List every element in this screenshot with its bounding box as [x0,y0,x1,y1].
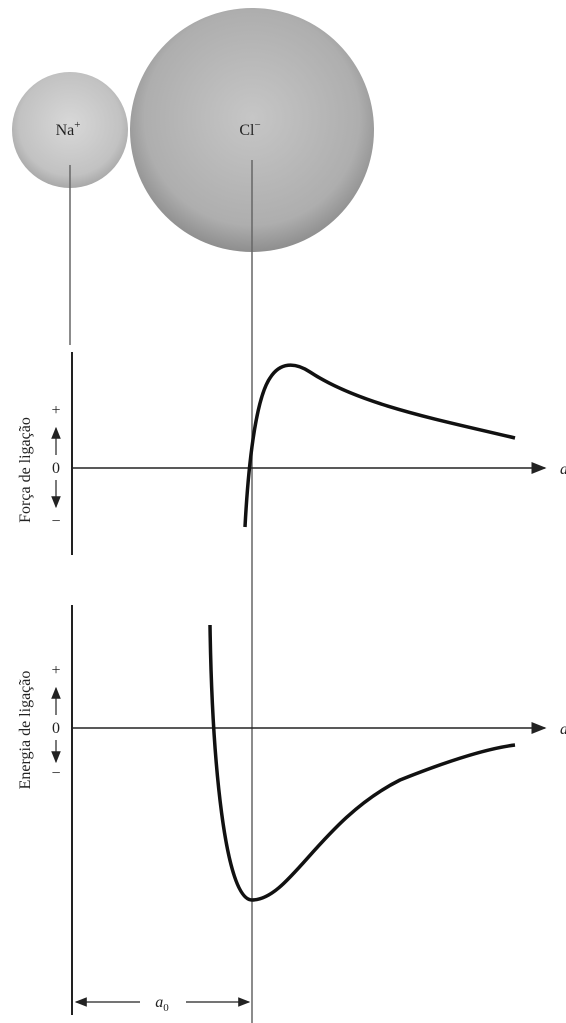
energy-plus: + [51,662,60,679]
energy-curve [210,625,515,900]
force-zero: 0 [52,460,60,477]
force-y-label: Força de ligação [17,417,34,523]
energy-minus: − [51,765,60,782]
force-minus: − [51,513,60,530]
force-curve [245,365,515,527]
diagram: Na+ Cl− a Força de ligação + 0 − a Energ… [0,0,566,1023]
force-plus: + [51,402,60,419]
energy-y-label: Energia de ligação [17,671,34,790]
energy-zero: 0 [52,720,60,737]
dimension-label: a0 [155,994,169,1014]
force-x-label: a [560,461,566,478]
energy-x-label: a [560,721,566,738]
